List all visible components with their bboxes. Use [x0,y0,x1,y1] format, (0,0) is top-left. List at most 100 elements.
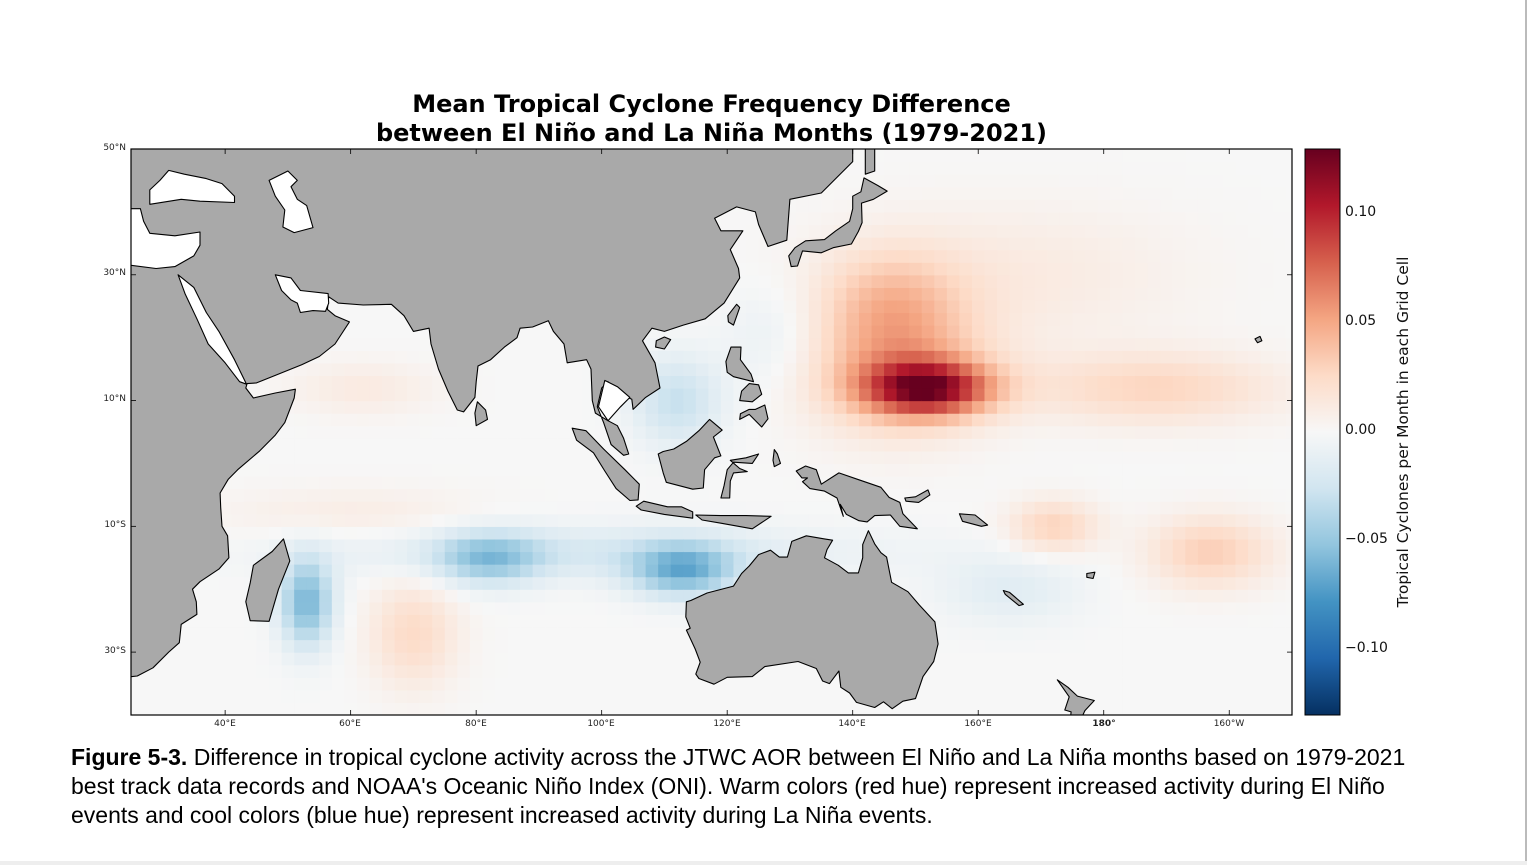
heatmap-cell [1197,677,1212,691]
heatmap-cell [1235,438,1249,452]
heatmap-cell [457,501,471,515]
heatmap-cell [1260,211,1274,226]
heatmap-cell [846,702,860,715]
heatmap-cell [1147,287,1161,301]
heatmap-cell [1248,425,1262,439]
heatmap-cell [457,626,471,641]
heatmap-cell [997,576,1011,590]
heatmap-cell [896,186,910,200]
heatmap-cell [658,387,672,402]
heatmap-cell [570,601,584,615]
heatmap-cell [1248,476,1262,490]
heatmap-cell [1135,161,1149,175]
heatmap-cell [1110,287,1124,301]
heatmap-cell [934,312,948,326]
heatmap-cell [771,513,785,527]
heatmap-cell [331,400,345,414]
heatmap-cell [419,375,433,389]
heatmap-cell [331,589,345,603]
heatmap-cell [382,350,396,364]
heatmap-cell [382,463,396,477]
heatmap-cell [708,538,722,553]
heatmap-cell [281,438,295,452]
heatmap-cell [833,400,848,414]
heatmap-cell [1185,149,1199,163]
heatmap-cell [1135,463,1149,477]
heatmap-cell [1172,350,1186,364]
heatmap-cell [243,639,258,653]
heatmap-cell [1197,237,1212,251]
heatmap-cell [1147,626,1161,641]
heatmap-cell [545,463,559,477]
heatmap-cell [871,237,885,251]
heatmap-cell [1084,174,1099,188]
heatmap-cell [294,400,308,414]
heatmap-cell [921,237,935,251]
heatmap-cell [833,425,848,439]
heatmap-cell [971,325,986,339]
heatmap-cell [1210,689,1224,704]
heatmap-cell [344,664,358,678]
heatmap-cell [1022,425,1036,439]
heatmap-cell [407,564,421,578]
heatmap-cell [695,375,709,389]
heatmap-cell [1273,564,1287,578]
heatmap-cell [1059,287,1073,301]
heatmap-cell [507,626,521,641]
heatmap-cell [946,463,960,477]
heatmap-cell [796,501,810,515]
heatmap-cell [243,526,258,540]
heatmap-cell [1084,450,1099,465]
heatmap-cell [168,689,182,704]
heatmap-cell [520,438,534,452]
heatmap-cell [1197,476,1212,490]
heatmap-cell [582,538,596,553]
heatmap-cell [607,501,622,515]
heatmap-cell [419,702,433,715]
heatmap-cell [382,413,396,427]
heatmap-cell [971,249,986,263]
heatmap-cell [1260,299,1274,314]
heatmap-cell [846,400,860,414]
heatmap-cell [607,614,622,628]
heatmap-cell [821,501,835,515]
heatmap-cell [1222,589,1237,603]
heatmap-cell [281,488,295,502]
heatmap-cell [582,564,596,578]
heatmap-cell [997,564,1011,578]
heatmap-cell [1160,564,1174,578]
heatmap-cell [369,614,383,628]
heatmap-cell [620,614,634,628]
heatmap-cell [1034,438,1048,452]
heatmap-cell [444,488,458,502]
heatmap-cell [1248,626,1262,641]
heatmap-cell [457,463,471,477]
heatmap-cell [444,526,458,540]
heatmap-cell [1222,689,1237,704]
heatmap-cell [294,413,308,427]
heatmap-cell [1172,463,1186,477]
heatmap-cell [984,237,998,251]
land-new-britain [904,489,931,503]
heatmap-cell [494,362,509,376]
heatmap-cell [457,614,471,628]
heatmap-cell [1122,450,1136,465]
heatmap-cell [382,325,396,339]
heatmap-cell [896,274,910,288]
heatmap-cell [419,350,433,364]
heatmap-cell [959,237,973,251]
heatmap-cell [507,677,521,691]
heatmap-cell [783,526,797,540]
heatmap-cell [1022,501,1036,515]
heatmap-cell [319,387,333,402]
heatmap-cell [808,274,822,288]
heatmap-cell [1197,325,1212,339]
heatmap-cell [1222,564,1237,578]
heatmap-cell [695,350,709,364]
heatmap-cell [896,199,910,213]
heatmap-cell [1034,337,1048,351]
heatmap-cell [746,425,760,439]
heatmap-cell [971,350,986,364]
heatmap-cell [1084,513,1099,527]
heatmap-cell [1047,664,1061,678]
